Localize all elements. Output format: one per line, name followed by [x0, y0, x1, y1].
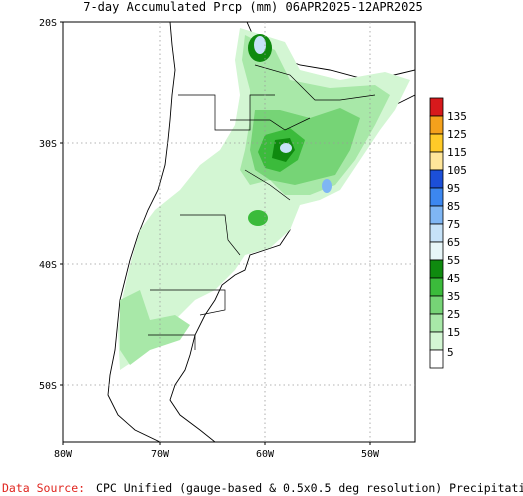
graticule: [63, 22, 415, 442]
lon-label-80w: 80W: [54, 449, 73, 460]
legend-color-box: [429, 205, 444, 225]
rain-area-patagonia: [120, 290, 190, 365]
legend-color-box: [429, 295, 444, 315]
legend-label-15: 15: [447, 326, 460, 339]
legend-color-box: [429, 259, 444, 279]
legend-label-65: 65: [447, 236, 460, 249]
legend-color-box: [429, 151, 444, 171]
legend-label-85: 85: [447, 200, 460, 213]
legend-label-55: 55: [447, 254, 460, 267]
legend-label-105: 105: [447, 164, 467, 177]
legend-color-box: [429, 223, 444, 243]
legend-color-box: [429, 187, 444, 207]
legend-color-box: [429, 313, 444, 333]
lat-label-50s: 50S: [39, 381, 57, 392]
legend-label-135: 135: [447, 110, 467, 123]
lat-label-40s: 40S: [39, 260, 57, 271]
legend-color-box: [429, 97, 444, 117]
rain-area-coast: [322, 179, 332, 193]
rain-area-north-core: [254, 36, 266, 54]
lon-label-70w: 70W: [151, 449, 170, 460]
political-boundaries: [148, 64, 376, 350]
legend-label-25: 25: [447, 308, 460, 321]
rain-area-pampa: [248, 210, 268, 226]
legend-label-95: 95: [447, 182, 460, 195]
map-title: 7-day Accumulated Prcp (mm) 06APR2025-12…: [83, 0, 423, 14]
precipitation-shading: [118, 28, 410, 370]
legend-color-box: [429, 169, 444, 189]
legend-color-box: [429, 277, 444, 297]
map-panel: 20S 30S 40S 50S 80W 70W 60W 50W: [39, 18, 416, 460]
rain-area-65: [280, 143, 292, 153]
data-source-prefix: Data Source:: [2, 481, 85, 495]
precipitation-legend: 135 125 115 105 95 85 75 65 55 45 35 25 …: [429, 97, 467, 369]
data-source-text: CPC Unified (gauge-based & 0.5x0.5 deg r…: [96, 481, 523, 495]
legend-color-box: [429, 115, 444, 135]
legend-label-125: 125: [447, 128, 467, 141]
legend-color-box: [429, 241, 444, 261]
legend-label-35: 35: [447, 290, 460, 303]
legend-label-5: 5: [447, 346, 454, 359]
legend-color-box: [429, 133, 444, 153]
data-source-footer: Data Source: CPC Unified (gauge-based & …: [2, 481, 523, 495]
lat-label-30s: 30S: [39, 139, 57, 150]
legend-label-45: 45: [447, 272, 460, 285]
lon-label-50w: 50W: [361, 449, 380, 460]
legend-color-box: [429, 349, 444, 369]
lat-label-20s: 20S: [39, 18, 57, 29]
legend-label-75: 75: [447, 218, 460, 231]
legend-color-box: [429, 331, 444, 351]
axis-ticks: [60, 21, 371, 445]
legend-label-115: 115: [447, 146, 467, 159]
lon-label-60w: 60W: [256, 449, 275, 460]
legend-color-boxes: [429, 97, 444, 369]
